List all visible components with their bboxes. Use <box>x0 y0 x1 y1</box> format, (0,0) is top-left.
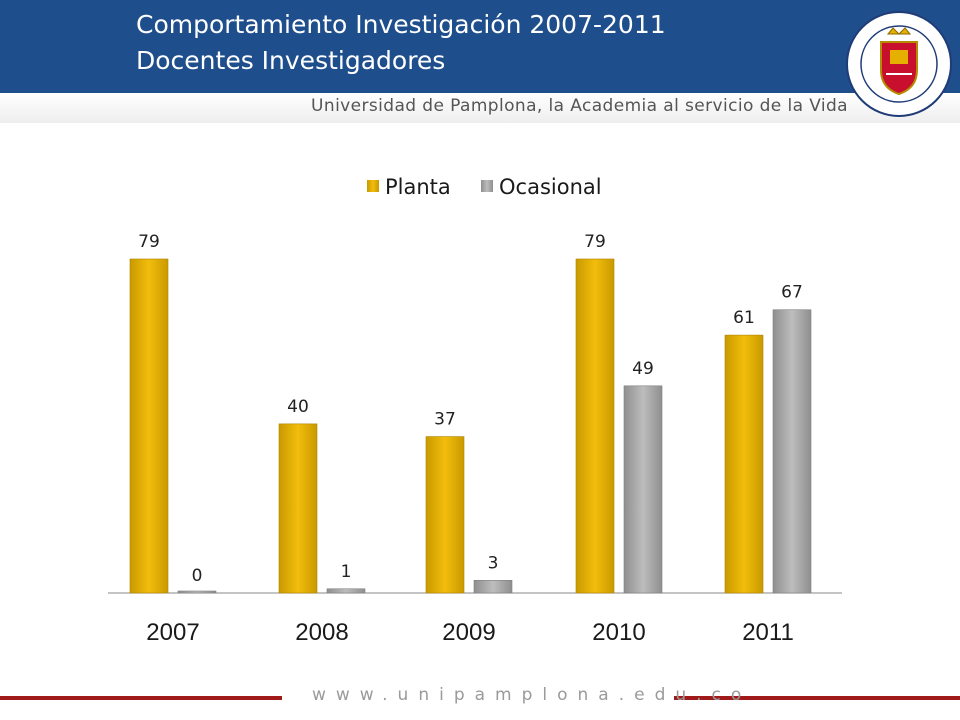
data-label-planta-2010: 79 <box>584 232 606 252</box>
x-tick-2008: 2008 <box>295 619 348 646</box>
x-tick-2011: 2011 <box>742 619 794 646</box>
x-tick-2007: 2007 <box>146 619 199 646</box>
data-label-ocasional-2010: 49 <box>632 359 654 379</box>
page-title: Comportamiento Investigación 2007-2011 <box>136 10 666 39</box>
page-subtitle: Docentes Investigadores <box>136 46 446 75</box>
legend-swatch-planta <box>367 180 379 192</box>
header-bar <box>0 0 960 93</box>
university-seal-logo <box>846 11 952 117</box>
bar-ocasional-2007 <box>177 590 217 594</box>
bar-ocasional-2010 <box>623 385 663 594</box>
bar-planta-2007 <box>129 258 169 594</box>
data-label-planta-2007: 79 <box>138 232 160 252</box>
bar-ocasional-2009 <box>473 580 513 594</box>
data-label-planta-2008: 40 <box>287 397 309 417</box>
x-tick-2010: 2010 <box>592 619 645 646</box>
tagline: Universidad de Pamplona, la Academia al … <box>311 96 848 116</box>
bar-planta-2009 <box>425 436 465 594</box>
legend-label-planta: Planta <box>385 175 451 199</box>
legend: Planta Ocasional <box>367 175 602 199</box>
x-tick-2009: 2009 <box>442 619 495 646</box>
bar-planta-2011 <box>724 334 764 594</box>
bar-planta-2008 <box>278 423 318 594</box>
bar-planta-2010 <box>575 258 615 594</box>
footer-url: www.unipamplona.edu.co <box>312 685 752 705</box>
footer-line-right <box>674 696 960 700</box>
data-label-planta-2011: 61 <box>733 308 755 328</box>
footer-line-left <box>0 696 282 700</box>
data-label-ocasional-2009: 3 <box>488 553 499 573</box>
bar-ocasional-2011 <box>772 309 812 594</box>
data-label-ocasional-2008: 1 <box>341 562 352 582</box>
legend-label-ocasional: Ocasional <box>499 175 602 199</box>
bar-ocasional-2008 <box>326 588 366 594</box>
data-label-ocasional-2007: 0 <box>192 566 203 586</box>
legend-swatch-ocasional <box>481 180 493 192</box>
data-label-planta-2009: 37 <box>434 410 456 430</box>
tagline-bar <box>0 93 960 123</box>
data-label-ocasional-2011: 67 <box>781 283 803 303</box>
